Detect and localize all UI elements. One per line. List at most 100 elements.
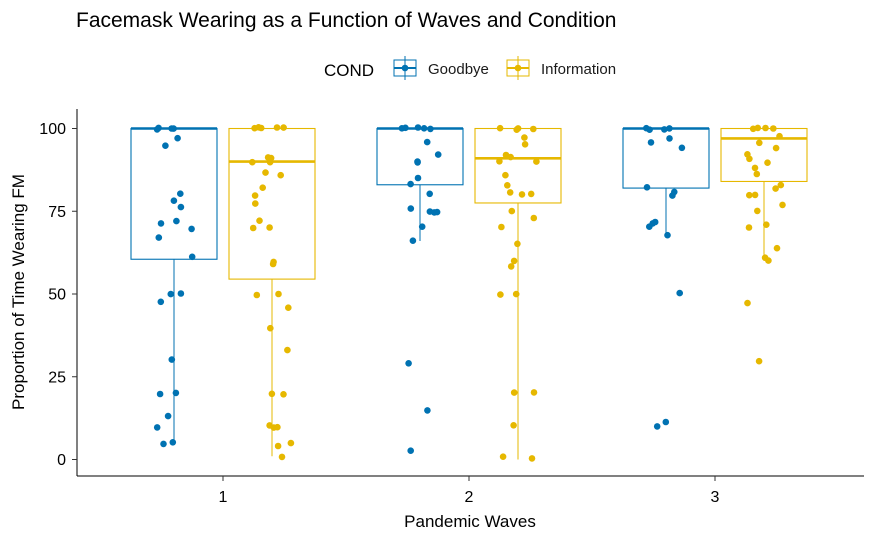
data-point: [275, 290, 282, 298]
y-tick-label: 75: [48, 204, 66, 221]
data-point: [398, 125, 406, 132]
data-point: [776, 132, 783, 140]
data-point: [407, 180, 414, 188]
data-point: [530, 125, 537, 133]
data-point: [433, 208, 441, 216]
data-point: [255, 124, 262, 131]
data-point: [164, 412, 172, 420]
data-point: [510, 422, 517, 429]
chart-title: Facemask Wearing as a Function of Waves …: [76, 9, 616, 32]
data-point: [266, 422, 273, 429]
data-point: [427, 125, 434, 133]
data-point: [262, 169, 269, 176]
data-point: [528, 455, 536, 462]
legend-key-information: [506, 56, 530, 80]
data-point: [502, 171, 509, 179]
data-point: [414, 124, 422, 131]
data-point: [424, 407, 431, 414]
data-point: [420, 125, 428, 132]
data-point: [772, 185, 779, 192]
data-point: [527, 190, 535, 198]
x-tick-label: 2: [465, 489, 474, 506]
data-point: [414, 159, 421, 166]
legend-title: COND: [324, 61, 374, 80]
data-point: [772, 144, 780, 152]
data-point: [521, 141, 529, 148]
data-point: [765, 257, 772, 264]
data-point: [507, 153, 514, 161]
data-point: [646, 126, 653, 133]
data-point: [274, 442, 282, 450]
data-point: [157, 298, 165, 306]
data-point: [518, 191, 526, 198]
data-point: [666, 135, 673, 142]
data-point: [269, 260, 277, 268]
data-point: [653, 423, 661, 430]
data-point: [177, 203, 185, 211]
data-point: [188, 225, 195, 233]
data-point: [407, 447, 415, 455]
data-point: [156, 390, 164, 398]
data-point: [533, 158, 540, 165]
y-tick-label: 50: [48, 287, 66, 304]
box-information-wave-3: [720, 124, 808, 365]
data-point: [423, 138, 431, 146]
data-point: [530, 389, 538, 396]
data-point: [751, 164, 759, 172]
box-goodbye-wave-3: [622, 124, 710, 430]
data-point: [662, 418, 670, 426]
data-point: [521, 134, 528, 141]
data-point: [280, 391, 287, 398]
data-point: [496, 124, 504, 132]
data-point: [266, 224, 273, 231]
data-point: [530, 214, 538, 222]
data-point: [177, 290, 185, 297]
data-point: [418, 223, 426, 230]
data-point: [746, 191, 753, 199]
data-point: [249, 158, 256, 166]
data-point: [405, 360, 412, 367]
data-point: [287, 439, 295, 447]
data-point: [498, 223, 505, 231]
box-iqr: [622, 127, 710, 189]
y-axis-title: Proportion of Time Wearing FM: [9, 174, 28, 410]
box-iqr: [228, 127, 316, 280]
data-point: [510, 389, 518, 396]
data-point: [157, 220, 165, 227]
data-point: [678, 144, 686, 152]
data-point: [777, 181, 785, 189]
y-tick-label: 100: [39, 121, 66, 138]
data-point: [643, 184, 651, 191]
data-point: [252, 200, 259, 207]
data-point: [162, 142, 169, 149]
x-axis-title: Pandemic Waves: [404, 512, 536, 531]
legend-label-information: Information: [541, 61, 616, 78]
data-point: [770, 125, 777, 132]
data-point: [273, 124, 281, 131]
data-point: [426, 190, 434, 198]
data-point: [499, 453, 507, 461]
data-point: [756, 139, 763, 147]
data-point: [507, 263, 515, 270]
data-point: [278, 453, 286, 461]
data-point: [753, 170, 761, 178]
data-point: [174, 134, 181, 142]
legend: COND Goodbye Information: [324, 56, 616, 80]
data-point: [514, 240, 521, 248]
data-point: [676, 289, 683, 297]
data-point: [497, 291, 504, 298]
data-point: [755, 357, 763, 365]
data-point: [764, 159, 771, 166]
data-point: [646, 223, 653, 230]
data-point: [167, 290, 175, 298]
data-point: [153, 126, 161, 133]
data-point: [173, 217, 180, 225]
data-point: [172, 389, 180, 397]
data-point: [745, 224, 753, 231]
box-goodbye-wave-1: [130, 124, 218, 448]
data-point: [280, 124, 287, 131]
data-point: [274, 423, 281, 431]
data-point: [434, 151, 442, 158]
x-tick-label: 1: [219, 489, 228, 506]
data-point: [773, 244, 781, 252]
